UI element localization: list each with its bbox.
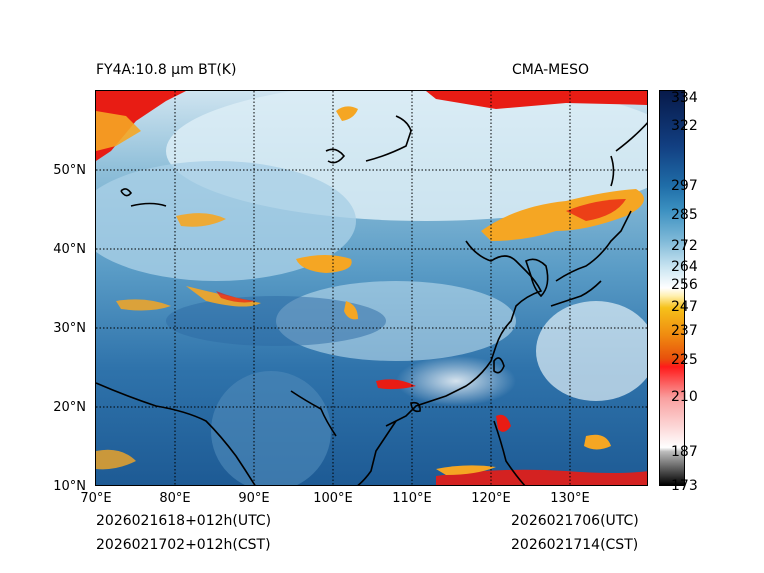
cold-cloud-north-band xyxy=(426,91,647,109)
map-canvas xyxy=(96,91,647,485)
cb-tick-285: 285 xyxy=(671,207,698,223)
cb-tick-256: 256 xyxy=(671,277,698,293)
cb-tick-264: 264 xyxy=(671,259,698,275)
coast-india-east xyxy=(290,390,337,437)
cold-cloud-north-center xyxy=(336,106,358,121)
cb-tick-187: 187 xyxy=(671,444,698,460)
cold-cloud-west xyxy=(116,299,171,311)
cb-tick-272: 272 xyxy=(671,238,698,254)
cold-cloud-sw xyxy=(96,449,136,470)
lat-label-10: 10°N xyxy=(53,479,86,494)
valid-time-utc: 2026021706(UTC) xyxy=(511,513,639,529)
cb-tick-225: 225 xyxy=(671,352,698,368)
lon-label-70: 70°E xyxy=(80,491,112,506)
cb-tick-173: 173 xyxy=(671,478,698,494)
pacific-cloud xyxy=(536,301,647,401)
valid-time-cst: 2026021714(CST) xyxy=(511,537,639,553)
coastlines xyxy=(96,115,647,485)
lat-label-40: 40°N xyxy=(53,242,86,257)
coast-japan-south xyxy=(550,280,602,307)
coast-china xyxy=(385,240,543,427)
india-land xyxy=(211,371,331,485)
cb-tick-237: 237 xyxy=(671,323,698,339)
cold-cloud-tarim xyxy=(296,255,352,273)
lake-balkhash xyxy=(130,202,167,207)
colorbar xyxy=(659,90,685,486)
cold-cloud-northwest xyxy=(96,91,186,161)
lake-baikal xyxy=(325,148,346,164)
coast-hainan xyxy=(410,401,421,413)
lat-label-50: 50°N xyxy=(53,163,86,178)
coast-indochina xyxy=(357,420,397,485)
coast-philippines xyxy=(493,420,526,485)
satellite-map xyxy=(95,90,648,486)
cold-cloud-northwest-orange xyxy=(96,111,141,151)
lon-label-110: 110°E xyxy=(392,491,432,506)
lon-label-100: 100°E xyxy=(313,491,353,506)
cb-tick-210: 210 xyxy=(671,389,698,405)
lon-label-130: 130°E xyxy=(550,491,590,506)
lat-label-20: 20°N xyxy=(53,400,86,415)
cold-cloud-manchuria-red xyxy=(566,199,626,221)
coast-india xyxy=(96,382,256,485)
coast-kamchatka xyxy=(615,122,647,152)
colorbar-gradient xyxy=(660,91,684,485)
himalaya-zone xyxy=(166,296,386,346)
cold-cloud-south-strip xyxy=(436,469,647,485)
cold-cloud-philippines xyxy=(496,414,511,432)
cold-cloud-central-asia xyxy=(176,213,226,227)
coast-taiwan xyxy=(493,357,505,374)
lon-label-120: 120°E xyxy=(471,491,511,506)
south-china-cloud xyxy=(396,356,516,406)
coast-korea xyxy=(525,258,549,298)
model-title: CMA-MESO xyxy=(512,62,590,78)
aral xyxy=(120,188,133,197)
lon-label-80: 80°E xyxy=(159,491,191,506)
cold-cloud-pacific xyxy=(584,434,611,450)
lon-label-90: 90°E xyxy=(238,491,270,506)
cold-cloud-southchina xyxy=(376,379,416,390)
init-time-cst: 2026021702+012h(CST) xyxy=(96,537,271,553)
lat-label-30: 30°N xyxy=(53,321,86,336)
cold-cloud-tibet-band2 xyxy=(216,291,256,303)
coast-sakhalin xyxy=(610,155,615,187)
graticule xyxy=(96,91,647,485)
product-title: FY4A:10.8 µm BT(K) xyxy=(96,62,237,78)
cold-cloud-south-strip-orange xyxy=(436,465,496,475)
cb-tick-322: 322 xyxy=(671,118,698,134)
siberia-cloud xyxy=(96,161,356,281)
cb-tick-297: 297 xyxy=(671,178,698,194)
coast-okhotsk xyxy=(365,115,412,162)
cb-tick-334: 334 xyxy=(671,90,698,106)
cold-cloud-sichuan xyxy=(344,301,358,320)
init-time-utc: 2026021618+012h(UTC) xyxy=(96,513,272,529)
cb-tick-247: 247 xyxy=(671,299,698,315)
coast-japan xyxy=(555,210,632,282)
